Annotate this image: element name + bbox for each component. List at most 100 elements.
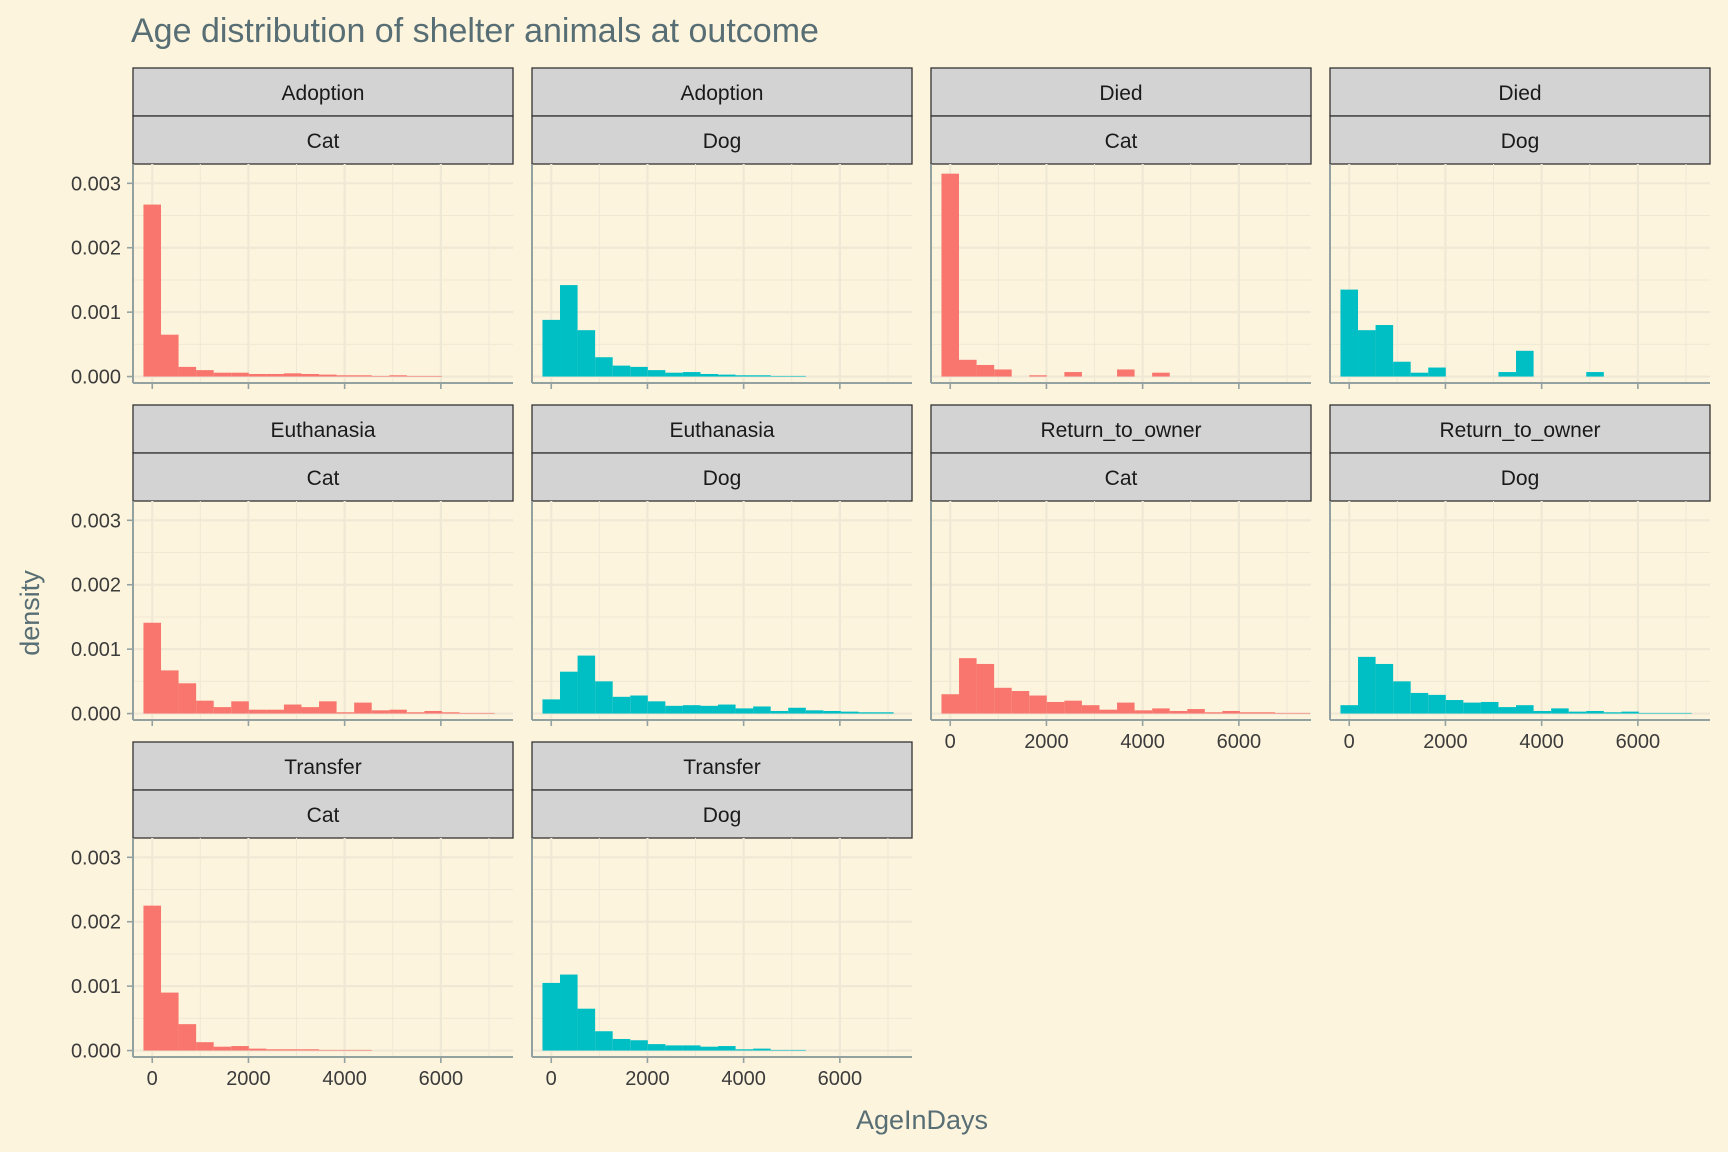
bar-dog xyxy=(647,370,666,377)
strip-animal: Cat xyxy=(132,789,514,839)
bar-dog xyxy=(700,705,719,714)
bar-dog xyxy=(1516,350,1534,377)
gridlines xyxy=(931,501,1311,720)
bar-dog xyxy=(1586,710,1604,714)
bar-dog xyxy=(630,695,648,714)
bar-dog xyxy=(753,1048,771,1051)
bar-dog xyxy=(1674,712,1692,714)
plot-area xyxy=(930,164,1311,389)
strip-animal-label: Dog xyxy=(703,804,742,827)
bar-cat xyxy=(336,712,355,714)
strip-animal: Cat xyxy=(930,452,1312,502)
panel-died-cat: Died Cat xyxy=(930,67,1312,389)
bar-dog xyxy=(595,1031,613,1051)
x-tick-label: 2000 xyxy=(625,1068,670,1090)
bar-cat xyxy=(941,173,960,377)
bar-cat xyxy=(354,375,372,377)
histogram-bars xyxy=(941,658,1311,714)
bar-cat xyxy=(231,701,249,714)
bar-dog xyxy=(1480,701,1499,714)
bar-dog xyxy=(630,1040,648,1051)
bar-cat xyxy=(994,369,1012,377)
strip-animal-box xyxy=(930,452,1312,502)
gridlines xyxy=(532,501,912,720)
bar-dog xyxy=(665,1045,683,1051)
strip-outcome-box xyxy=(930,404,1312,454)
strip-animal-label: Dog xyxy=(1501,467,1540,490)
bar-cat xyxy=(1134,710,1153,714)
bar-dog xyxy=(595,681,613,714)
bar-dog xyxy=(1551,708,1569,714)
strip-animal-label: Dog xyxy=(703,467,742,490)
bar-cat xyxy=(336,1049,355,1051)
y-tick-label: 0.002 xyxy=(71,912,121,934)
strip-animal-box xyxy=(531,789,913,839)
y-tick-label: 0.000 xyxy=(71,367,121,389)
histogram-bars xyxy=(143,204,442,377)
bar-dog xyxy=(682,372,701,377)
bar-cat xyxy=(959,658,977,714)
strip-animal-box xyxy=(132,789,514,839)
x-tick-label: 4000 xyxy=(1120,731,1165,753)
bar-cat xyxy=(441,712,460,714)
bar-dog xyxy=(612,1038,631,1051)
bar-cat xyxy=(1011,691,1030,714)
plot-area xyxy=(1329,164,1710,389)
gridlines xyxy=(532,838,912,1057)
panel-euthanasia-dog: Euthanasia Dog xyxy=(531,404,913,726)
plot-area: 0 2000 4000 6000 xyxy=(531,838,912,1090)
plot-area: 0 2000 4000 6000 xyxy=(930,501,1311,753)
bar-cat xyxy=(1169,710,1188,714)
bar-cat xyxy=(1239,712,1258,714)
bar-cat xyxy=(301,373,320,377)
x-tick-label: 0 xyxy=(1344,731,1355,753)
gridlines xyxy=(133,838,513,1057)
bar-cat xyxy=(283,704,302,714)
strip-outcome-label: Transfer xyxy=(284,756,361,779)
bar-dog xyxy=(595,357,613,377)
chart-title: Age distribution of shelter animals at o… xyxy=(131,12,819,50)
strip-animal: Dog xyxy=(531,452,913,502)
bar-dog xyxy=(1358,330,1376,377)
gridlines xyxy=(1330,164,1710,383)
plot-area xyxy=(531,501,912,726)
strip-outcome: Died xyxy=(1329,67,1711,117)
bar-dog xyxy=(1375,325,1394,377)
bar-dog xyxy=(770,710,789,714)
strip-outcome: Died xyxy=(930,67,1312,117)
bar-cat xyxy=(459,712,478,714)
bar-cat xyxy=(1064,700,1082,714)
strip-outcome: Euthanasia xyxy=(132,404,514,454)
plot-area: 0.000 0.001 0.002 0.003 xyxy=(71,501,513,726)
plot-area: 0.000 0.001 0.002 0.003 xyxy=(71,164,513,389)
bar-cat xyxy=(371,375,390,377)
bar-cat xyxy=(389,375,407,377)
histogram-bars xyxy=(143,622,495,714)
bar-dog xyxy=(612,365,631,377)
strip-outcome-box xyxy=(1329,404,1711,454)
y-tick-label: 0.003 xyxy=(71,847,121,869)
bar-dog xyxy=(1393,681,1411,714)
y-tick-label: 0.001 xyxy=(71,976,121,998)
bar-cat xyxy=(976,663,995,714)
bar-cat xyxy=(301,1049,320,1051)
bar-cat xyxy=(976,364,995,377)
bar-cat xyxy=(213,1046,232,1051)
y-tick-label: 0.001 xyxy=(71,302,121,324)
plot-area: 0.000 0.001 0.002 0.003 0 2000 4000 6000 xyxy=(71,838,513,1090)
strip-outcome-box xyxy=(930,67,1312,117)
strip-outcome-box xyxy=(132,67,514,117)
bar-dog xyxy=(612,696,631,714)
bar-dog xyxy=(1410,372,1429,377)
strip-animal-label: Cat xyxy=(307,467,340,490)
bar-dog xyxy=(823,710,841,714)
bar-dog xyxy=(665,372,683,377)
bar-cat xyxy=(354,702,372,714)
bar-cat xyxy=(196,700,214,714)
bar-dog xyxy=(665,705,683,714)
panel-return-to-owner-cat: Return_to_owner Cat 0 2000 4000 6000 xyxy=(930,404,1312,753)
bar-cat xyxy=(161,334,179,377)
bar-cat xyxy=(406,712,425,714)
bar-dog xyxy=(770,1049,789,1051)
